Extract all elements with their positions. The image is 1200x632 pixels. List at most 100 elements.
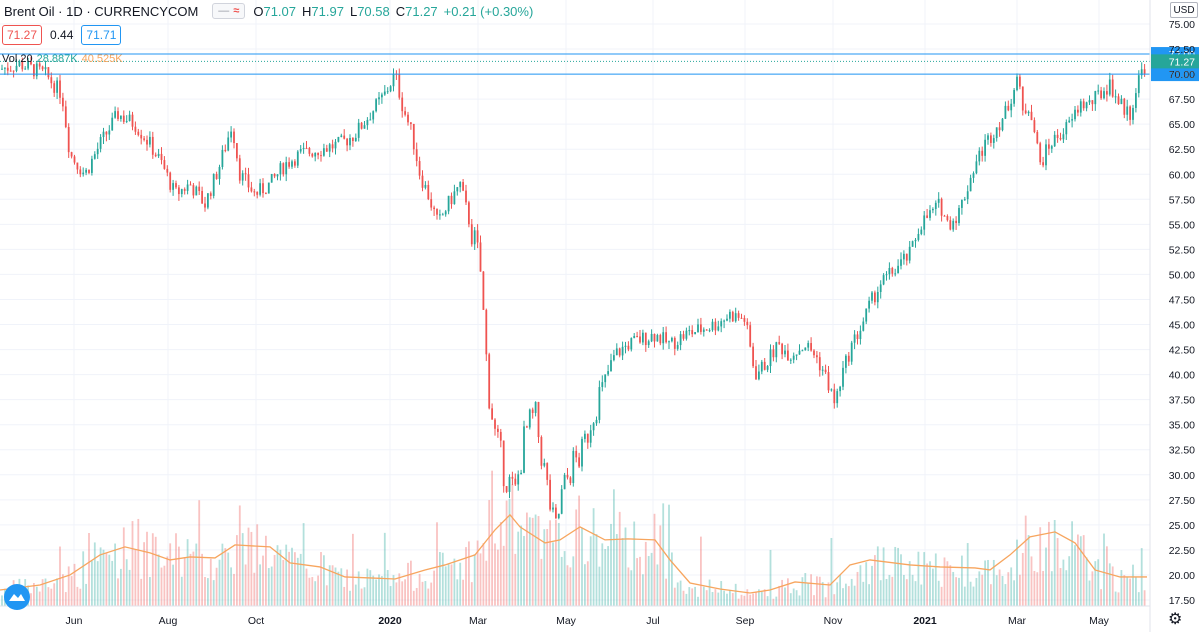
volume-bar bbox=[180, 576, 183, 606]
candle-body bbox=[905, 253, 908, 261]
candle-body bbox=[59, 80, 61, 98]
candle-body bbox=[607, 371, 609, 375]
volume-bar bbox=[259, 564, 261, 606]
candle-body bbox=[279, 163, 282, 175]
volume-bar bbox=[299, 553, 302, 606]
candle-body bbox=[349, 137, 351, 146]
candle-body bbox=[505, 486, 508, 492]
candle-body bbox=[569, 477, 572, 484]
volume-bar bbox=[879, 580, 882, 606]
candle-body bbox=[760, 361, 763, 372]
volume-bar bbox=[59, 546, 61, 606]
volume-bar bbox=[1085, 557, 1088, 606]
candle-body bbox=[447, 195, 450, 212]
buy-price-button[interactable]: 71.71 bbox=[81, 25, 122, 45]
candle-body bbox=[418, 161, 421, 176]
volume-bar bbox=[755, 591, 757, 606]
candle-body bbox=[64, 106, 67, 128]
candle-body bbox=[1085, 102, 1088, 109]
volume-bar bbox=[369, 570, 372, 606]
candle-body bbox=[1108, 79, 1111, 95]
volume-bar bbox=[1045, 547, 1047, 606]
currency-selector[interactable]: USD bbox=[1170, 2, 1198, 18]
candle-body bbox=[1071, 119, 1073, 121]
volume-bar bbox=[415, 587, 418, 606]
sell-price-button[interactable]: 71.27 bbox=[2, 25, 43, 45]
candle-body bbox=[1077, 109, 1079, 113]
volume-bar bbox=[905, 579, 908, 606]
volume-bar bbox=[215, 567, 218, 606]
volume-bar bbox=[920, 584, 923, 606]
volume-bar bbox=[389, 586, 392, 606]
candle-body bbox=[1082, 101, 1085, 109]
volume-bar bbox=[523, 535, 525, 606]
candle-body bbox=[198, 186, 201, 191]
volume-bar bbox=[502, 545, 505, 606]
volume-bar bbox=[395, 582, 398, 606]
candle-body bbox=[961, 199, 963, 208]
volume-bar bbox=[644, 541, 647, 606]
volume-bar bbox=[1111, 566, 1114, 606]
candle-body bbox=[111, 117, 114, 131]
volume-bar bbox=[407, 562, 409, 606]
volume-bar bbox=[424, 581, 427, 606]
candle-body bbox=[604, 374, 607, 383]
volume-bar bbox=[978, 571, 981, 606]
candle-body bbox=[1068, 120, 1071, 123]
volume-bar bbox=[1013, 580, 1015, 606]
volume-bar bbox=[1030, 556, 1033, 606]
volume-bar bbox=[766, 596, 769, 606]
volume-bar bbox=[1126, 576, 1129, 606]
candle-body bbox=[618, 348, 621, 356]
volume-bar bbox=[421, 581, 424, 606]
volume-bar bbox=[955, 577, 957, 606]
spread-value: 0.44 bbox=[50, 28, 74, 42]
volume-bar bbox=[1019, 574, 1021, 606]
candle-body bbox=[88, 169, 90, 173]
volume-bar bbox=[688, 587, 691, 606]
y-tick-label: 32.50 bbox=[1169, 445, 1195, 457]
volume-label[interactable]: Vol 20 bbox=[2, 53, 33, 65]
volume-bar bbox=[381, 576, 383, 606]
volume-bar bbox=[285, 544, 288, 606]
candle-body bbox=[485, 309, 488, 355]
logo-icon[interactable] bbox=[4, 584, 30, 610]
candle-body bbox=[70, 152, 73, 157]
volume-bar bbox=[711, 592, 714, 606]
candle-body bbox=[705, 329, 708, 331]
candle-body bbox=[540, 437, 543, 466]
candle-body bbox=[1004, 105, 1007, 119]
candle-body bbox=[1135, 93, 1137, 108]
volume-bar bbox=[169, 543, 172, 606]
volume-bar bbox=[224, 548, 227, 606]
candle-body bbox=[813, 350, 815, 356]
candle-body bbox=[125, 120, 128, 122]
volume-bar bbox=[717, 592, 720, 606]
candle-body bbox=[856, 334, 859, 340]
candle-body bbox=[508, 476, 511, 492]
volume-bar bbox=[372, 575, 375, 606]
candle-body bbox=[1, 68, 3, 70]
gear-icon[interactable]: ⚙ bbox=[1168, 611, 1183, 628]
candle-body bbox=[1001, 118, 1004, 131]
candle-body bbox=[595, 419, 598, 424]
candle-body bbox=[859, 330, 862, 340]
candle-body bbox=[91, 158, 93, 173]
candle-body bbox=[1079, 101, 1082, 113]
volume-bar bbox=[807, 582, 810, 606]
candle-body bbox=[662, 332, 665, 344]
volume-bar bbox=[331, 565, 334, 606]
candle-body bbox=[360, 122, 363, 129]
legend-toggle-button[interactable]: — ≈ bbox=[212, 3, 246, 19]
volume-bar bbox=[1053, 519, 1056, 606]
candle-body bbox=[894, 273, 897, 275]
volume-bar bbox=[589, 536, 592, 606]
candle-body bbox=[392, 73, 395, 87]
candle-body bbox=[424, 184, 427, 188]
symbol-title[interactable]: Brent Oil · 1D · CURRENCYCOM bbox=[4, 3, 199, 19]
volume-bar bbox=[743, 595, 746, 606]
candle-body bbox=[1039, 143, 1042, 163]
volume-bar bbox=[439, 552, 441, 606]
volume-bar bbox=[33, 582, 35, 606]
